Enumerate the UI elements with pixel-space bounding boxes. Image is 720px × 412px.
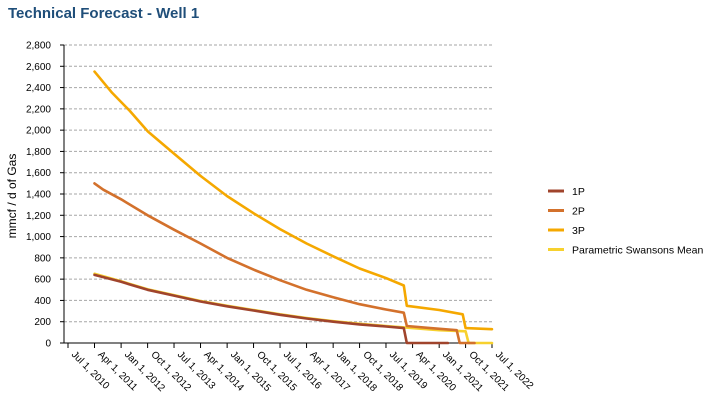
y-tick-label: 2,400 <box>26 83 51 94</box>
y-axis-title: mmcf / d of Gas <box>5 154 19 239</box>
chart-title: Technical Forecast - Well 1 <box>8 5 200 22</box>
legend-label: 1P <box>572 186 585 198</box>
series-line-1 <box>93 182 476 345</box>
y-tick-label: 0 <box>45 339 51 350</box>
y-tick-label: 200 <box>34 317 51 328</box>
y-tick-label: 1,200 <box>26 211 51 222</box>
y-tick-label: 2,800 <box>26 41 51 52</box>
y-tick-label: 600 <box>34 275 51 286</box>
legend-label: 2P <box>572 206 585 218</box>
y-tick-label: 800 <box>34 253 51 264</box>
y-tick-label: 1,000 <box>26 232 51 243</box>
y-tick-label: 2,000 <box>26 126 51 137</box>
gridlines <box>64 44 492 323</box>
series-line-2 <box>93 70 494 331</box>
legend-item: 1P <box>548 186 585 198</box>
y-tick-label: 2,200 <box>26 104 51 115</box>
axes <box>60 44 493 348</box>
legend: 1P 2P 3P Parametric Swansons Mean <box>548 186 703 257</box>
legend-item: 3P <box>548 225 585 237</box>
y-tick-label: 1,600 <box>26 168 51 179</box>
legend-item: Parametric Swansons Mean <box>548 245 703 257</box>
legend-label: Parametric Swansons Mean <box>572 245 703 257</box>
series-lines <box>93 70 494 345</box>
y-tick-label: 2,600 <box>26 62 51 73</box>
y-tick-label: 1,800 <box>26 147 51 158</box>
legend-item: 2P <box>548 206 585 218</box>
series-line-0 <box>93 273 450 345</box>
legend-label: 3P <box>572 225 585 237</box>
y-tick-label: 400 <box>34 296 51 307</box>
y-tick-labels: 0 200 400 600 800 1,000 1,200 1,400 1,600 1,800 2,… <box>26 41 51 350</box>
y-tick-label: 1,400 <box>26 190 51 201</box>
